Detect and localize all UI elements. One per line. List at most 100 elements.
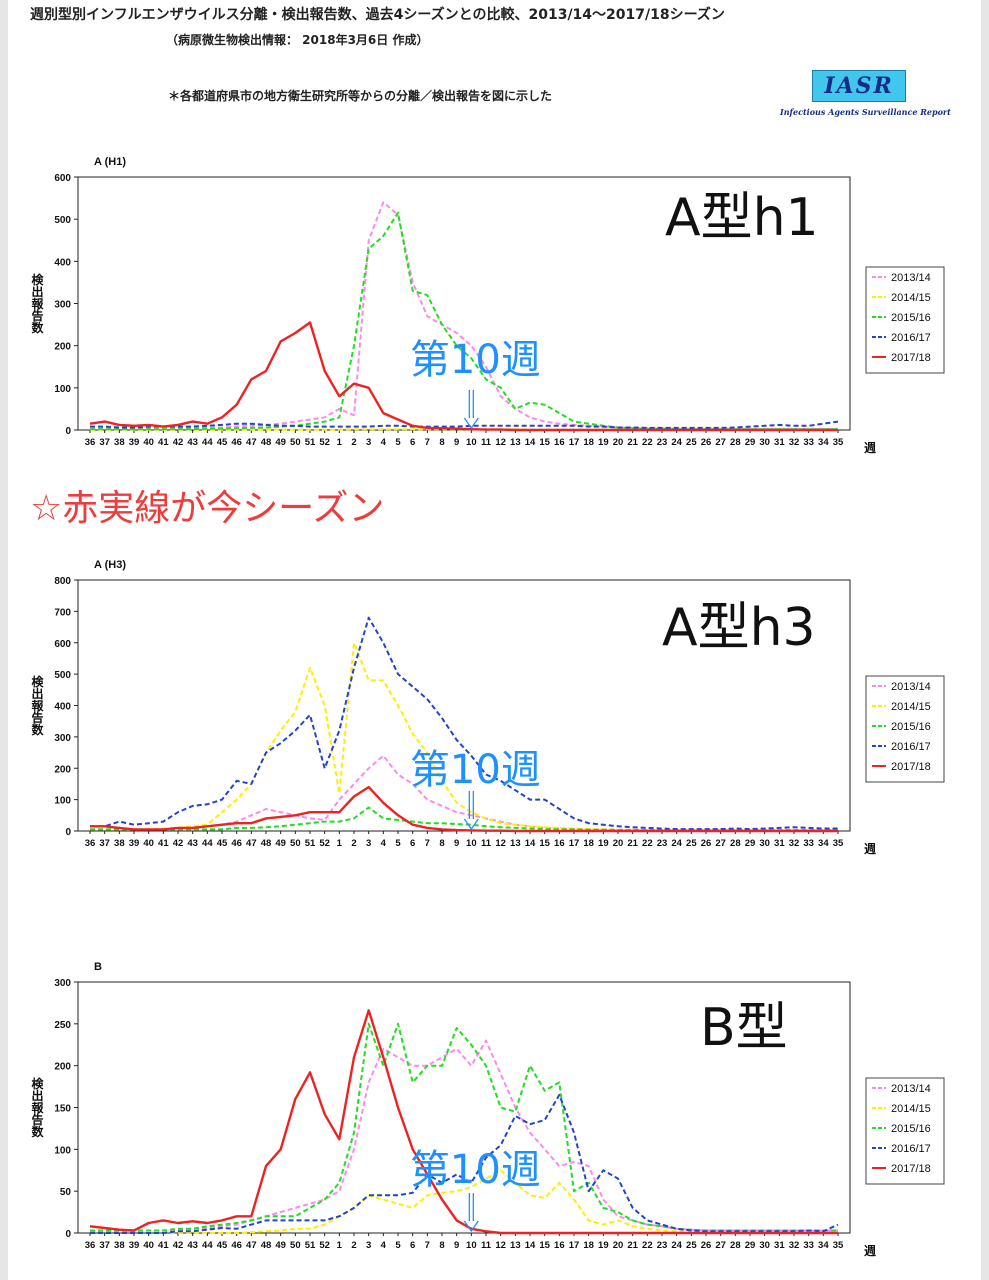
x-tick-label: 3 (366, 1240, 371, 1251)
x-tick-label: 50 (290, 838, 301, 849)
week-marker-label: 第10週 (410, 1147, 541, 1193)
x-tick-label: 12 (495, 1240, 506, 1251)
chart-title: A (H1) (94, 156, 126, 168)
x-tick-label: 48 (261, 437, 272, 448)
x-tick-label: 40 (143, 1240, 154, 1251)
x-tick-label: 42 (173, 838, 184, 849)
chart-overlay-label: B型 (700, 998, 788, 1058)
x-tick-label: 41 (158, 437, 169, 448)
y-tick-label: 200 (54, 1062, 71, 1073)
x-tick-label: 27 (715, 1240, 726, 1251)
x-tick-label: 9 (454, 1240, 459, 1251)
x-tick-label: 43 (187, 1240, 198, 1251)
x-tick-label: 17 (569, 838, 580, 849)
x-tick-label: 13 (510, 838, 521, 849)
x-tick-label: 33 (803, 838, 814, 849)
y-tick-label: 300 (54, 300, 71, 311)
y-tick-label: 500 (54, 670, 71, 681)
x-tick-label: 1 (337, 437, 343, 448)
x-tick-label: 20 (613, 1240, 624, 1251)
week-marker-label: 第10週 (410, 747, 541, 793)
x-tick-label: 25 (686, 838, 697, 849)
x-tick-label: 10 (466, 838, 477, 849)
x-tick-label: 43 (187, 838, 198, 849)
x-tick-label: 6 (410, 838, 415, 849)
y-tick-label: 400 (54, 257, 71, 268)
x-tick-label: 22 (642, 1240, 653, 1251)
y-tick-label: 500 (54, 215, 71, 226)
x-tick-label: 12 (495, 437, 506, 448)
series-line-2017-18 (89, 1009, 838, 1235)
x-tick-label: 24 (671, 1240, 682, 1251)
marker-arrow-head (463, 417, 479, 430)
x-tick-label: 8 (439, 838, 444, 849)
series-line-2016-17 (90, 420, 839, 429)
y-tick-label: 200 (54, 764, 71, 775)
x-tick-label: 14 (525, 437, 536, 448)
x-tick-label: 18 (583, 838, 594, 849)
y-tick-label: 250 (54, 1020, 71, 1031)
x-tick-label: 36 (85, 437, 96, 448)
chart-title: A (H3) (94, 559, 126, 571)
x-tick-label: 8 (439, 1240, 444, 1251)
y-tick-label: 100 (54, 384, 71, 395)
current-season-annotation: ☆赤実線が今シーズン (30, 488, 385, 529)
marker-arrow-head (463, 818, 479, 831)
legend-label: 2013/14 (891, 272, 931, 284)
x-tick-label: 34 (818, 1240, 829, 1251)
legend-label: 2015/16 (891, 312, 931, 324)
legend-label: 2013/14 (891, 1083, 931, 1095)
legend-label: 2017/18 (891, 1163, 931, 1175)
legend-label: 2015/16 (891, 1123, 931, 1135)
x-tick-label: 7 (425, 1240, 430, 1251)
x-tick-label: 11 (481, 838, 492, 849)
x-tick-label: 37 (99, 437, 110, 448)
page-subtitle: （病原微生物検出情報： 2018年3月6日 作成） (166, 33, 429, 47)
x-tick-label: 12 (495, 838, 506, 849)
x-tick-label: 50 (290, 1240, 301, 1251)
x-tick-label: 36 (85, 838, 96, 849)
x-tick-label: 25 (686, 437, 697, 448)
legend-label: 2016/17 (891, 741, 931, 753)
x-tick-label: 13 (510, 437, 521, 448)
x-axis-label: 週 (864, 1243, 876, 1258)
series-line-2015-16 (90, 806, 838, 832)
x-tick-label: 47 (246, 437, 257, 448)
x-axis-label: 週 (864, 440, 876, 455)
x-tick-label: 30 (759, 1240, 770, 1251)
x-tick-label: 23 (657, 1240, 668, 1251)
logo-text: IASR (812, 70, 906, 102)
x-tick-label: 44 (202, 437, 213, 448)
series-line-2016-17 (90, 616, 838, 831)
x-tick-label: 32 (789, 437, 800, 448)
series-line-2017-18 (89, 321, 838, 432)
x-tick-label: 28 (730, 838, 741, 849)
x-tick-label: 52 (319, 1240, 330, 1251)
x-tick-label: 46 (231, 1240, 242, 1251)
legend-label: 2016/17 (891, 332, 931, 344)
x-tick-label: 37 (99, 1240, 110, 1251)
x-tick-label: 11 (481, 437, 492, 448)
x-tick-label: 16 (554, 838, 565, 849)
page-border-right (981, 0, 989, 1280)
legend-label: 2014/15 (891, 292, 931, 304)
x-tick-label: 10 (466, 1240, 477, 1251)
y-tick-label: 300 (54, 978, 71, 989)
x-tick-label: 18 (583, 437, 594, 448)
y-tick-label: 700 (54, 607, 71, 618)
x-tick-label: 30 (759, 838, 770, 849)
x-tick-label: 15 (539, 1240, 550, 1251)
x-tick-label: 49 (275, 437, 286, 448)
chart-overlay-label: A型h1 (665, 188, 819, 248)
x-tick-label: 29 (745, 1240, 756, 1251)
x-tick-label: 44 (202, 1240, 213, 1251)
x-tick-label: 47 (246, 1240, 257, 1251)
page-border-left (0, 0, 8, 1280)
x-tick-label: 50 (290, 437, 301, 448)
x-tick-label: 40 (143, 437, 154, 448)
x-tick-label: 42 (173, 1240, 184, 1251)
x-tick-label: 28 (730, 1240, 741, 1251)
